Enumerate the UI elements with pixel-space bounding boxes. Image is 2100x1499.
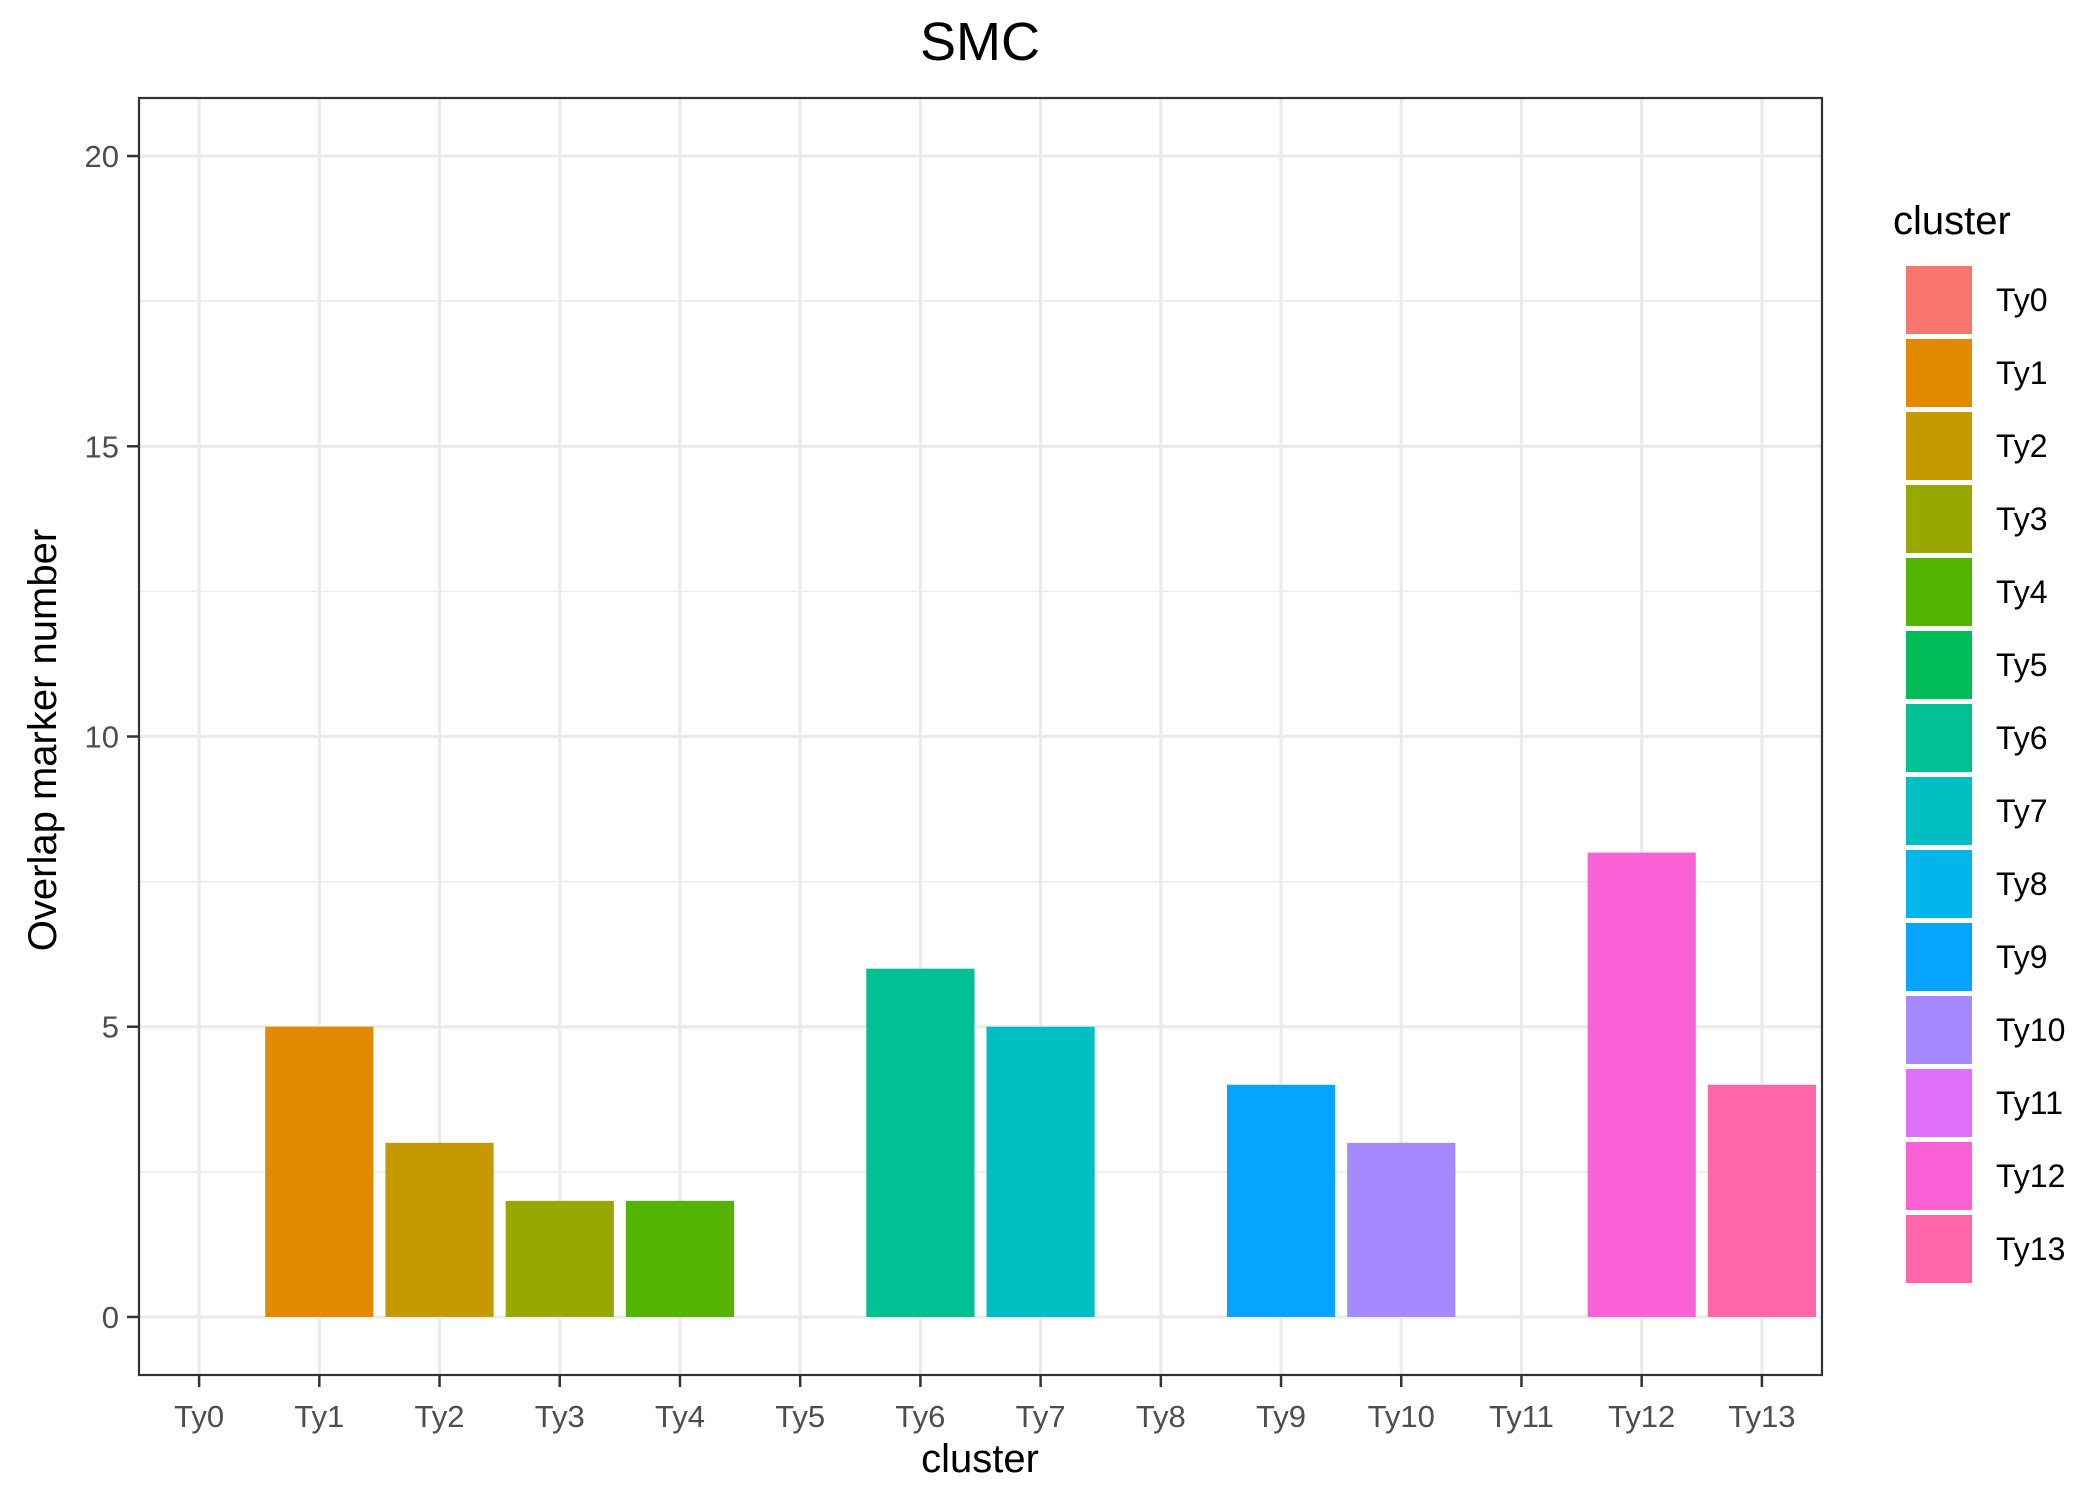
legend-key-ty13 [1906,1215,1972,1283]
legend-key-ty0 [1906,266,1972,334]
legend: cluster Ty0 Ty1 Ty2 Ty3 Ty4 Ty5 Ty6 Ty7 Ty8 Ty9 Ty… [1893,199,2065,1283]
legend-label-ty6: Ty6 [1996,720,2048,756]
y-tick-label: 5 [102,1010,119,1045]
legend-label-ty11: Ty11 [1996,1085,2063,1121]
legend-label-ty2: Ty2 [1996,428,2048,464]
legend-key-ty8 [1906,850,1972,918]
x-tick-label: Ty8 [1136,1399,1186,1434]
legend-key-ty2 [1906,412,1972,480]
y-tick-label: 20 [85,139,119,174]
bar-ty12 [1587,852,1696,1317]
legend-key-ty3 [1906,485,1972,553]
plot-panel [137,96,1824,1377]
x-tick-label: Ty0 [174,1399,224,1434]
x-tick-label: Ty9 [1256,1399,1306,1434]
x-tick-label: Ty7 [1016,1399,1066,1434]
x-tick-label: Ty12 [1608,1399,1675,1434]
bar-ty4 [625,1200,735,1317]
bar-ty2 [385,1142,494,1317]
legend-label-ty12: Ty12 [1996,1158,2065,1194]
x-tick-label: Ty10 [1368,1399,1435,1434]
bar-ty3 [505,1200,614,1317]
legend-label-ty4: Ty4 [1996,574,2048,610]
legend-label-ty7: Ty7 [1996,793,2048,829]
y-axis: 0 5 10 15 20 [85,139,139,1335]
x-tick-label: Ty4 [655,1399,705,1434]
legend-key-ty10 [1906,996,1972,1064]
legend-key-ty4 [1906,558,1972,626]
x-tick-label: Ty11 [1489,1399,1554,1434]
x-tick-label: Ty6 [895,1399,945,1434]
legend-label-ty13: Ty13 [1996,1231,2065,1267]
legend-label-ty3: Ty3 [1996,501,2048,537]
legend-key-ty5 [1906,631,1972,699]
bar-ty6 [866,968,975,1317]
legend-label-ty0: Ty0 [1996,282,2048,318]
x-tick-label: Ty1 [294,1399,344,1434]
x-tick-label: Ty13 [1728,1399,1795,1434]
legend-key-ty6 [1906,704,1972,772]
bar-ty7 [986,1026,1095,1317]
legend-key-ty11 [1906,1069,1972,1137]
x-tick-label: Ty5 [775,1399,825,1434]
x-axis-title: cluster [921,1437,1039,1481]
x-tick-label: Ty2 [415,1399,465,1434]
legend-key-ty9 [1906,923,1972,991]
x-axis: Ty0 Ty1 Ty2 Ty3 Ty4 Ty5 Ty6 Ty7 Ty8 Ty9 Ty10 Ty11 Ty… [174,1375,1796,1434]
legend-label-ty5: Ty5 [1996,647,2048,683]
x-tick-label: Ty3 [535,1399,585,1434]
legend-key-ty1 [1906,339,1972,407]
chart-title: SMC [920,12,1040,72]
bar-ty10 [1347,1142,1456,1317]
bar-ty1 [265,1026,374,1317]
legend-key-ty12 [1906,1142,1972,1210]
legend-label-ty9: Ty9 [1996,939,2048,975]
legend-label-ty10: Ty10 [1996,1012,2065,1048]
legend-label-ty8: Ty8 [1996,866,2048,902]
legend-label-ty1: Ty1 [1996,355,2048,391]
y-tick-label: 10 [85,720,119,755]
y-tick-label: 0 [102,1300,119,1335]
legend-key-ty7 [1906,777,1972,845]
bar-ty13 [1707,1084,1816,1317]
y-axis-title: Overlap marker number [21,529,65,951]
y-tick-label: 15 [85,429,119,464]
bar-ty9 [1226,1084,1336,1317]
legend-title: cluster [1893,199,2011,243]
